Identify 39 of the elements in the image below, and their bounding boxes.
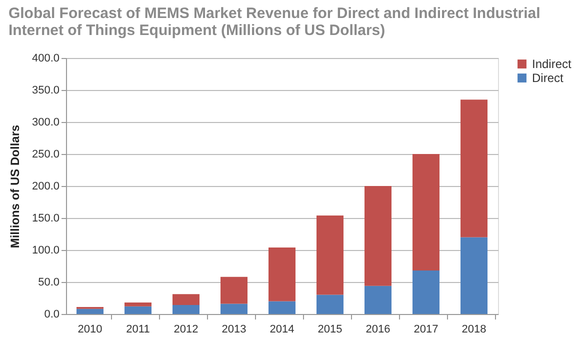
y-tick-label: 350.0: [32, 84, 60, 96]
x-tick-label: 2018: [462, 324, 486, 336]
x-tick-label: 2016: [366, 324, 390, 336]
x-tick-label: 2014: [270, 324, 294, 336]
x-tick-label: 2011: [126, 324, 150, 336]
bar: [316, 215, 344, 295]
bar: [124, 302, 152, 306]
bar: [220, 276, 248, 304]
y-axis-title: Millions of US Dollars: [8, 124, 22, 248]
y-tick-label: 150.0: [32, 212, 60, 224]
bar: [172, 294, 200, 306]
y-tick-label: 300.0: [32, 116, 60, 128]
y-tick-label: 50.0: [38, 276, 60, 288]
y-tick-label: 200.0: [32, 180, 60, 192]
x-tick-label: 2013: [222, 324, 246, 336]
bar: [460, 237, 488, 314]
bar: [412, 154, 440, 270]
bar: [124, 306, 152, 314]
bar: [316, 294, 344, 314]
x-tick-label: 2010: [78, 324, 102, 336]
bar: [268, 247, 296, 302]
y-tick-label: 0.0: [44, 308, 60, 320]
y-tick-label: 100.0: [32, 244, 60, 256]
y-tick-label: 250.0: [32, 148, 60, 160]
bar: [172, 305, 200, 314]
legend-label: Direct: [532, 71, 564, 85]
x-tick-label: 2015: [318, 324, 342, 336]
legend-label: Indirect: [532, 57, 572, 71]
x-tick-label: 2017: [414, 324, 438, 336]
bar: [364, 286, 392, 314]
bar: [268, 301, 296, 314]
bar: [76, 308, 104, 314]
chart-title: Global Forecast of MEMS Market Revenue for Direct and Indirect Industrial Internet of Things Equipment (Millions of US Dollars): [8, 5, 540, 39]
bar: [412, 270, 440, 314]
y-tick-label: 400.0: [32, 52, 60, 64]
bar: [364, 186, 392, 286]
bar: [460, 100, 488, 238]
bar: [220, 304, 248, 314]
x-tick-label: 2012: [174, 324, 198, 336]
